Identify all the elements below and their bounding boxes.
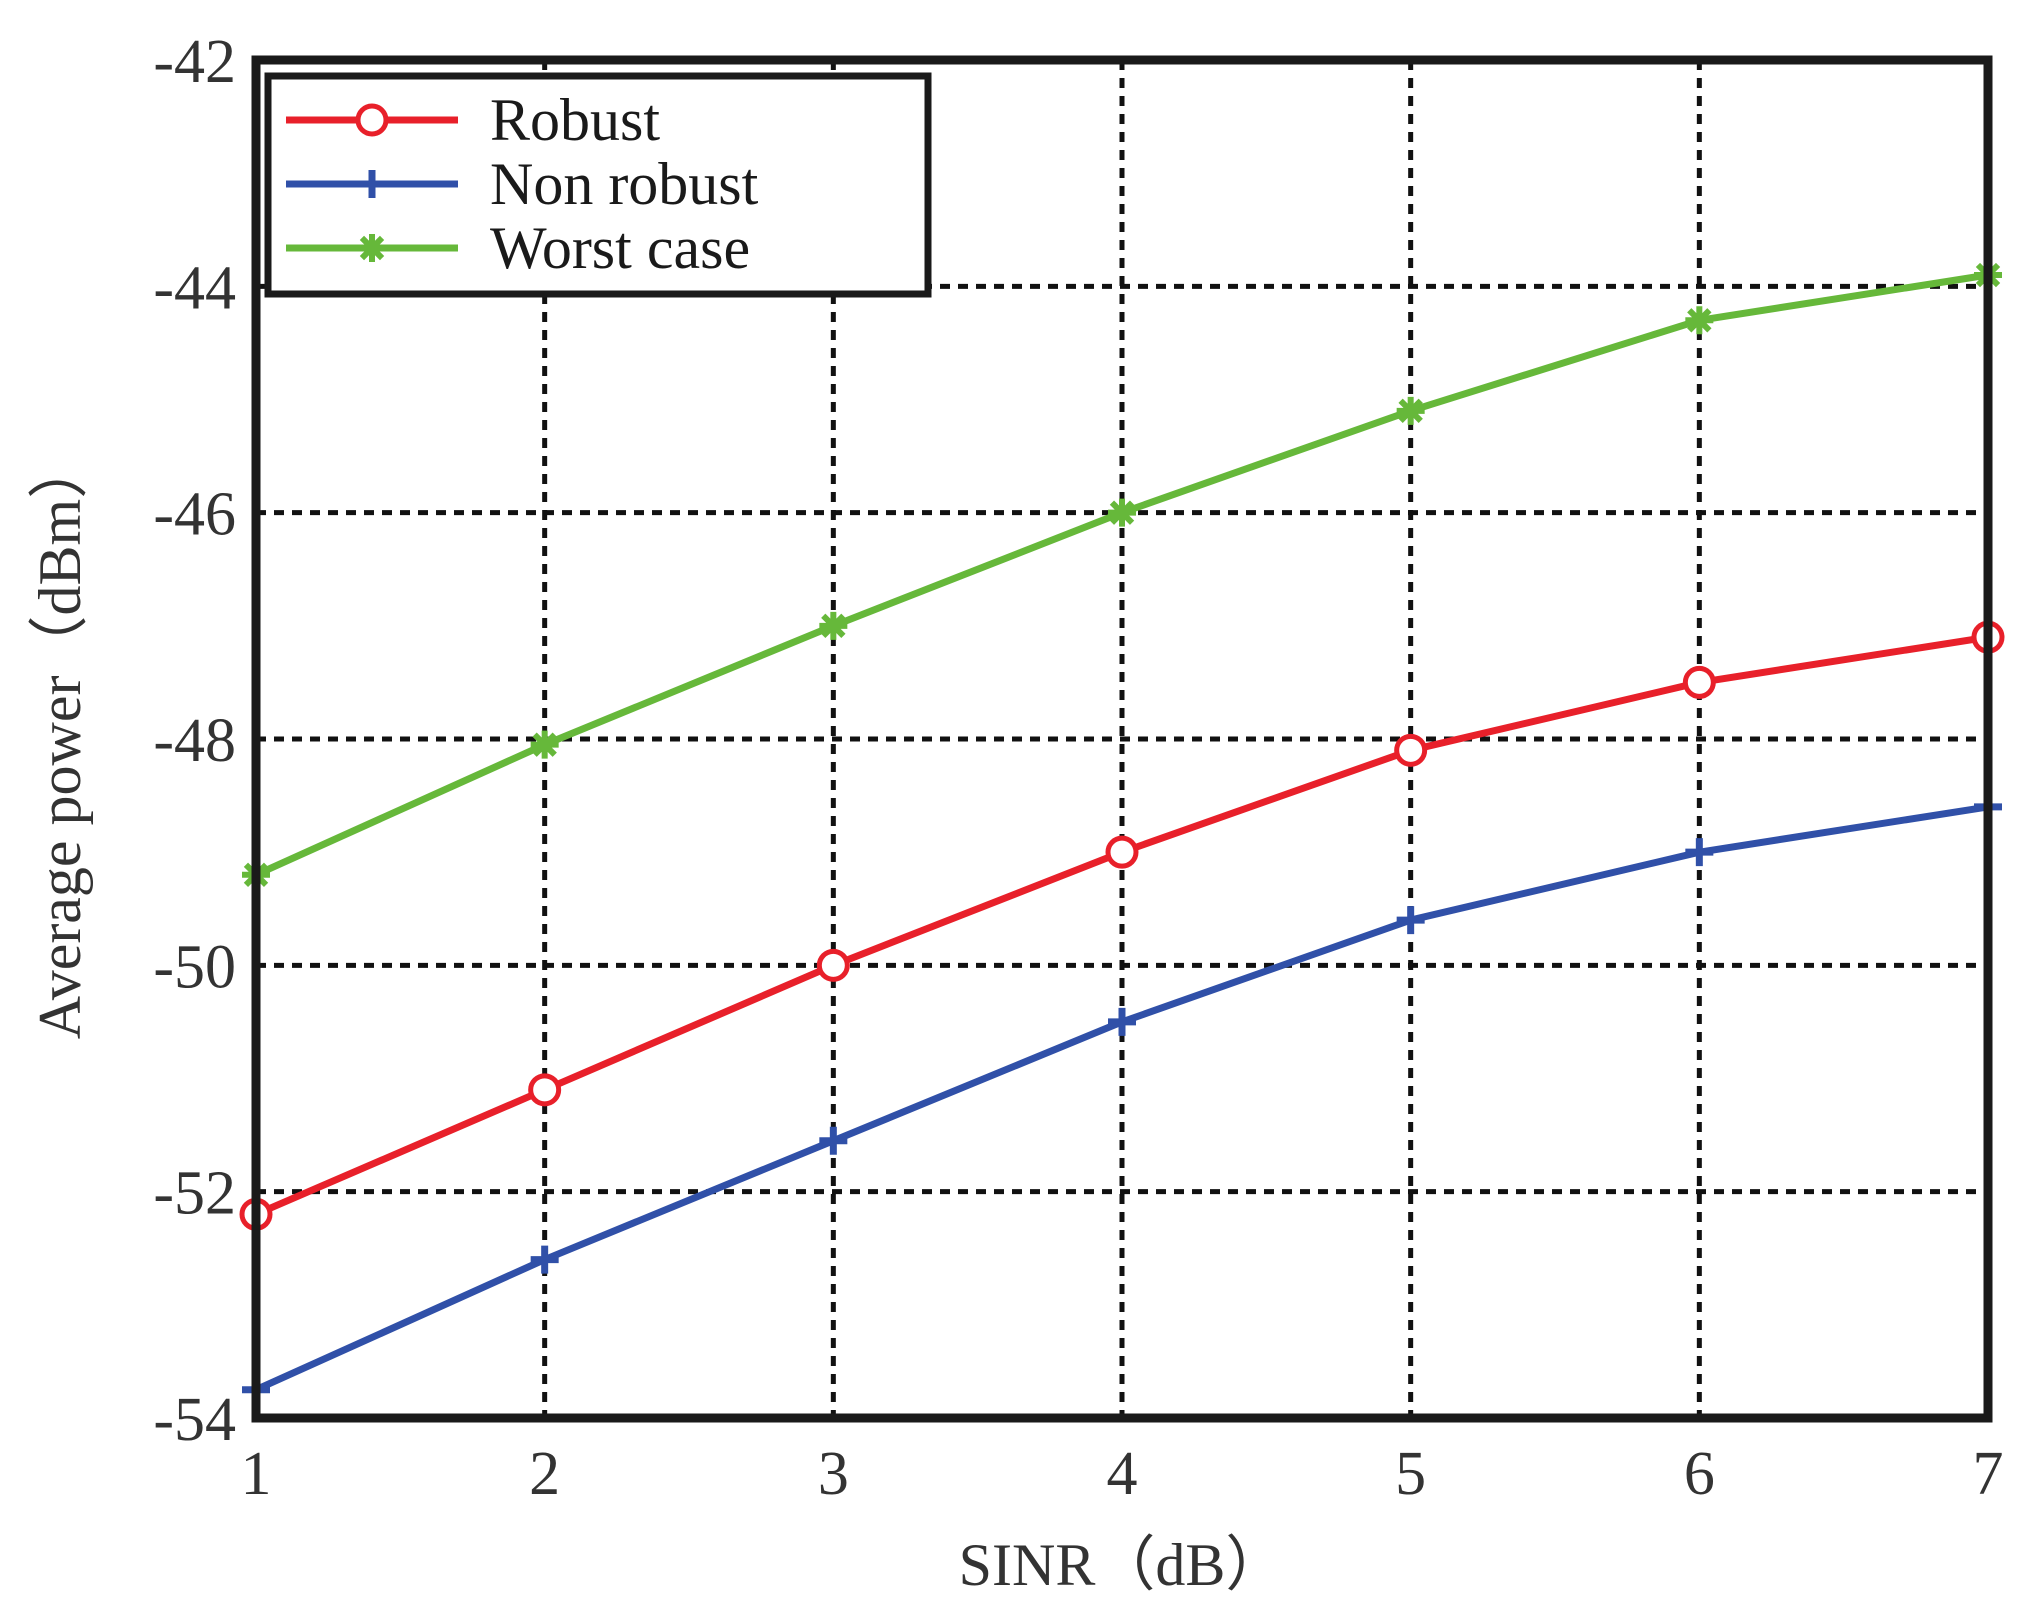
legend-label: Worst case xyxy=(490,215,750,281)
data-point xyxy=(816,948,850,982)
data-point xyxy=(1394,733,1428,767)
data-point xyxy=(1682,665,1716,699)
data-point xyxy=(819,611,848,640)
data-point xyxy=(528,1073,562,1107)
legend-entry: Robust xyxy=(286,87,660,153)
x-tick-label: 7 xyxy=(1973,1440,2004,1508)
data-point xyxy=(358,234,386,262)
y-tick-label: -46 xyxy=(153,481,236,549)
plot-frame xyxy=(251,55,1993,1423)
x-tick-label: 1 xyxy=(241,1440,272,1508)
data-point xyxy=(355,103,389,137)
data-point xyxy=(1685,306,1714,335)
x-tick-label: 3 xyxy=(818,1440,849,1508)
y-axis-title: Average power（dBm） xyxy=(27,439,93,1039)
y-tick-label: -42 xyxy=(153,28,236,96)
legend-entry: Non robust xyxy=(286,151,759,217)
legend-label: Non robust xyxy=(490,151,759,217)
y-tick-label: -54 xyxy=(153,1386,236,1454)
series-non-robust xyxy=(242,792,2002,1404)
x-tick-label: 2 xyxy=(529,1440,560,1508)
data-point xyxy=(1685,838,1714,867)
data-point xyxy=(530,1245,559,1274)
series-robust xyxy=(239,620,2005,1231)
y-tick-label: -52 xyxy=(153,1160,236,1228)
data-point xyxy=(1396,906,1425,935)
y-tick-label: -44 xyxy=(153,254,236,322)
x-tick-label: 6 xyxy=(1684,1440,1715,1508)
legend-entry: Worst case xyxy=(286,215,750,281)
data-point xyxy=(358,170,386,198)
series-layer xyxy=(239,261,2005,1404)
tick-labels: 1 2 3 4 5 6 7 -54 -52 -50 -48 -46 -44 -42 xyxy=(153,28,2003,1508)
y-tick-label: -50 xyxy=(153,933,236,1001)
x-axis-title: SINR（dB） xyxy=(959,1532,1286,1598)
x-tick-label: 5 xyxy=(1395,1440,1426,1508)
data-point xyxy=(819,1126,848,1155)
data-point xyxy=(1396,396,1425,425)
data-point xyxy=(1108,498,1136,527)
series-worst-case xyxy=(242,261,2002,889)
x-tick-label: 4 xyxy=(1107,1440,1138,1508)
y-tick-label: -48 xyxy=(153,707,236,775)
data-point xyxy=(530,730,559,759)
legend-label: Robust xyxy=(490,87,660,153)
data-point xyxy=(1108,1007,1136,1036)
data-point xyxy=(1105,835,1139,869)
